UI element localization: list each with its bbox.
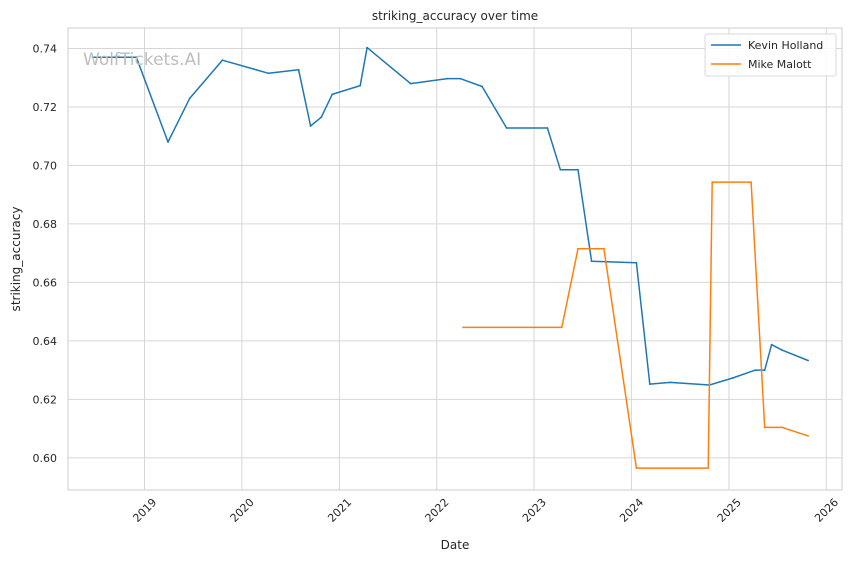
data-point-kevin-holland <box>754 369 757 371</box>
data-point-mike-malott <box>577 247 579 250</box>
chart-title: striking_accuracy over time <box>372 9 538 23</box>
data-point-kevin-holland <box>188 97 191 100</box>
legend-label-kevin-holland: Kevin Holland <box>748 39 823 52</box>
data-point-mike-malott <box>603 247 605 250</box>
y-tick-label: 0.74 <box>33 42 58 55</box>
data-point-mike-malott <box>707 467 710 469</box>
y-tick-label: 0.70 <box>33 159 58 172</box>
data-point-kevin-holland <box>91 56 94 59</box>
data-point-mike-malott <box>711 181 714 184</box>
y-tick-labels: 0.60 0.62 0.64 0.66 0.68 0.70 0.72 0.74 <box>33 42 58 464</box>
data-point-mike-malott <box>781 426 784 429</box>
data-point-mike-malott <box>462 326 464 329</box>
data-point-mike-malott <box>560 326 563 329</box>
data-point-kevin-holland <box>481 85 483 88</box>
data-point-kevin-holland <box>648 383 651 385</box>
plot-area <box>67 27 843 491</box>
data-point-kevin-holland <box>409 82 412 85</box>
data-point-kevin-holland <box>359 84 362 87</box>
data-point-kevin-holland <box>590 260 593 263</box>
watermark-text: WolfTickets.AI <box>83 50 201 70</box>
data-point-kevin-holland <box>546 127 549 129</box>
y-tick-label: 0.64 <box>33 335 58 348</box>
data-point-kevin-holland <box>320 116 323 119</box>
data-point-kevin-holland <box>770 343 773 346</box>
y-tick-label: 0.60 <box>33 452 58 465</box>
y-tick-label: 0.66 <box>33 276 58 289</box>
data-point-kevin-holland <box>669 381 671 384</box>
y-tick-label: 0.72 <box>33 101 58 114</box>
data-point-kevin-holland <box>446 77 449 80</box>
legend: Kevin Holland Mike Malott <box>704 33 837 77</box>
data-point-kevin-holland <box>505 127 508 129</box>
data-point-mike-malott <box>763 426 766 429</box>
data-point-kevin-holland <box>559 168 562 171</box>
data-point-kevin-holland <box>763 369 766 371</box>
data-point-kevin-holland <box>807 359 809 362</box>
data-point-kevin-holland <box>331 93 334 96</box>
data-point-kevin-holland <box>635 261 638 264</box>
data-point-kevin-holland <box>366 46 368 49</box>
grid-lines <box>68 28 842 490</box>
series-lines <box>91 46 809 469</box>
y-axis-title: striking_accuracy <box>9 207 23 312</box>
data-point-kevin-holland <box>267 72 270 75</box>
data-point-kevin-holland <box>297 68 300 71</box>
data-point-kevin-holland <box>577 168 579 171</box>
data-point-mike-malott <box>807 435 809 437</box>
x-axis-title: Date <box>441 538 470 552</box>
y-tick-label: 0.68 <box>33 218 58 231</box>
data-point-kevin-holland <box>135 56 138 59</box>
data-point-kevin-holland <box>459 77 462 80</box>
data-point-kevin-holland <box>781 349 784 352</box>
data-point-kevin-holland <box>221 59 224 62</box>
data-point-kevin-holland <box>309 125 312 127</box>
y-tick-label: 0.62 <box>33 393 58 406</box>
data-point-mike-malott <box>635 467 638 469</box>
legend-label-mike-malott: Mike Malott <box>748 58 812 71</box>
data-point-mike-malott <box>750 181 752 184</box>
data-point-kevin-holland <box>167 141 169 143</box>
data-point-kevin-holland <box>731 377 734 379</box>
